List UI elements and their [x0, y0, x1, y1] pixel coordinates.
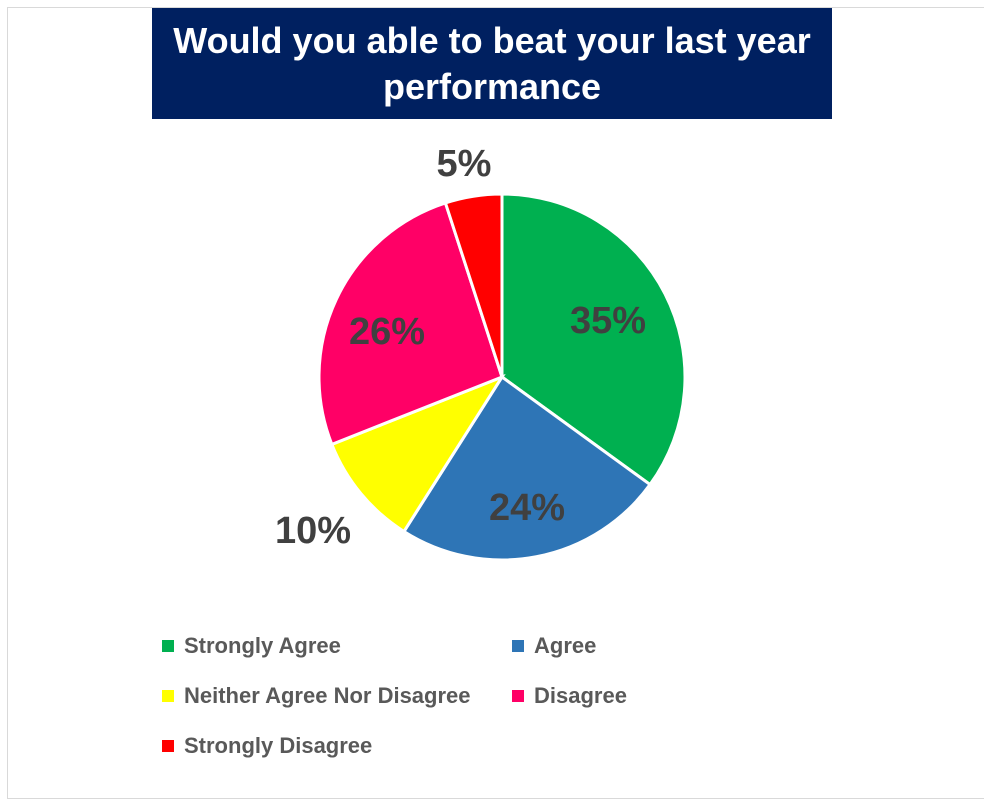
legend-swatch-strongly-agree	[162, 640, 174, 652]
pie-slice-strongly-disagree	[443, 192, 504, 378]
legend-label-strongly-disagree: Strongly Disagree	[184, 733, 373, 758]
data-label-neither: 10%	[275, 510, 351, 552]
legend-label-strongly-agree: Strongly Agree	[184, 633, 341, 658]
pie-slice-agree	[401, 374, 653, 562]
chart-title: Would you able to beat your last year pe…	[152, 8, 832, 119]
pie-slice-disagree	[317, 201, 504, 447]
data-label-strongly-disagree: 5%	[437, 143, 492, 185]
legend-swatch-strongly-disagree	[162, 740, 174, 752]
data-label-disagree: 26%	[349, 311, 425, 353]
legend-swatch-disagree	[512, 690, 524, 702]
pie-slice-strongly-agree	[500, 192, 687, 487]
legend-item-strongly-agree: Strongly Agree	[162, 633, 341, 659]
legend-item-neither: Neither Agree Nor Disagree	[162, 683, 471, 709]
legend-item-strongly-disagree: Strongly Disagree	[162, 733, 372, 759]
legend-item-agree: Agree	[512, 633, 596, 659]
legend-label-neither: Neither Agree Nor Disagree	[184, 683, 471, 708]
legend-label-disagree: Disagree	[534, 683, 627, 708]
data-label-agree: 24%	[489, 487, 565, 529]
pie-chart: 35% 24% 10% 26% 5%	[275, 143, 687, 562]
legend-item-disagree: Disagree	[512, 683, 627, 709]
legend-label-agree: Agree	[534, 633, 597, 658]
data-label-strongly-agree: 35%	[570, 300, 646, 342]
legend-swatch-agree	[512, 640, 524, 652]
pie-slice-neither	[329, 373, 506, 534]
legend-swatch-neither	[162, 690, 174, 702]
